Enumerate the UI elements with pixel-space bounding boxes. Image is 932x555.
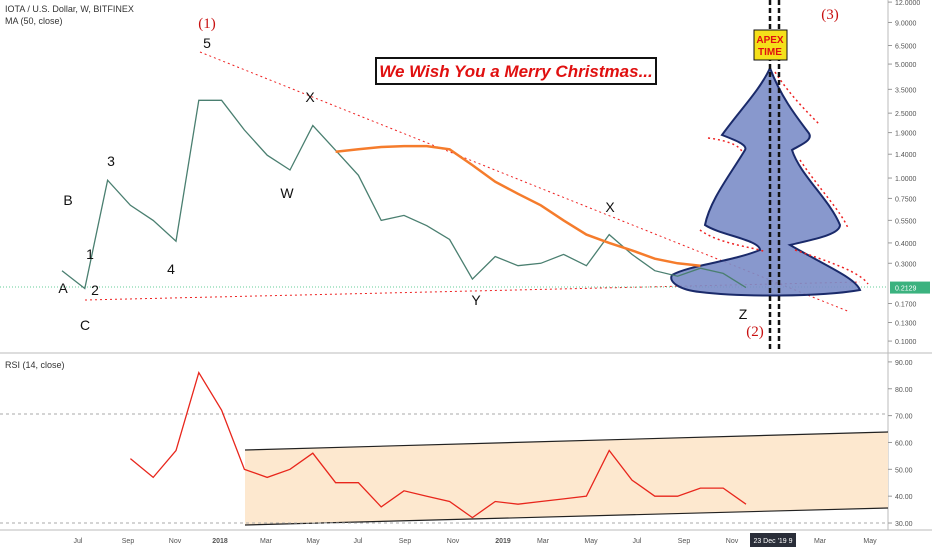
x-tick-label: Sep: [678, 538, 691, 545]
x-tick-label: 2019: [495, 538, 511, 545]
cursor-label: 23 Dec '19 9: [753, 538, 792, 545]
wave-label: W: [280, 185, 294, 201]
y-tick-label: 80.00: [895, 387, 913, 394]
x-tick-label: 2018: [212, 538, 228, 545]
greeting-box: [375, 57, 657, 85]
rsi-channel: [245, 432, 888, 525]
channel-top: [244, 431, 889, 451]
x-tick-label: Mar: [260, 538, 273, 545]
x-tick-label: Jul: [633, 538, 642, 545]
wave-label: (3): [821, 7, 839, 23]
wave-label: (2): [746, 324, 764, 340]
wave-label: 1: [86, 246, 94, 262]
y-tick-label: 0.4000: [895, 241, 917, 248]
y-tick-label: 60.00: [895, 440, 913, 447]
x-tick-label: Nov: [726, 538, 739, 545]
wave-label: Y: [471, 292, 481, 308]
apex-label: TIME: [758, 47, 782, 58]
channel-bottom: [244, 507, 889, 526]
x-tick-label: May: [863, 538, 877, 545]
y-tick-label: 0.1700: [895, 302, 917, 309]
y-tick-label: 30.00: [895, 521, 913, 528]
x-tick-label: Mar: [814, 538, 827, 545]
y-tick-label: 6.5000: [895, 44, 917, 51]
ma-legend: MA (50, close): [5, 16, 63, 26]
last-price-label: 0.2129: [895, 286, 917, 293]
x-tick-label: Mar: [537, 538, 550, 545]
plot: 12.0000 9.0000 6.5000 5.0000 3.5000 2.5000 1.9…: [58, 0, 930, 547]
x-tick-label: Nov: [447, 538, 460, 545]
y-tick-label: 1.0000: [895, 176, 917, 183]
x-tick-label: Sep: [122, 538, 135, 545]
y-tick-label: 3.5000: [895, 87, 917, 94]
x-tick-label: Jul: [354, 538, 363, 545]
y-tick-label: 40.00: [895, 494, 913, 501]
x-tick-label: Nov: [169, 538, 182, 545]
y-tick-label: 0.7500: [895, 196, 917, 203]
y-tick-label: 90.00: [895, 360, 913, 367]
y-tick-label: 0.3000: [895, 261, 917, 268]
x-tick-label: Sep: [399, 538, 412, 545]
y-tick-label: 70.00: [895, 414, 913, 421]
y-tick-label: 0.1000: [895, 339, 917, 346]
wave-label: X: [605, 199, 615, 215]
christmas-tree: [670, 65, 862, 297]
series-line: [335, 144, 701, 267]
cursor-box: [750, 533, 796, 547]
y-tick-label: 0.5500: [895, 218, 917, 225]
wave-label: 3: [107, 153, 115, 169]
wave-label: 5: [203, 35, 211, 51]
y-tick-label: 5.0000: [895, 62, 917, 69]
y-tick-label: 1.4000: [895, 152, 917, 159]
y-tick-label: 50.00: [895, 467, 913, 474]
wave-label: 4: [167, 261, 175, 277]
series-line: [61, 99, 747, 290]
x-tick-label: May: [306, 538, 320, 545]
greeting: We Wish You a Merry Christmas...: [379, 62, 653, 81]
wave-label: Z: [739, 306, 748, 322]
y-tick-label: 9.0000: [895, 20, 917, 27]
y-tick-label: 12.0000: [895, 0, 920, 7]
symbol-legend: IOTA / U.S. Dollar, W, BITFINEX: [5, 4, 134, 14]
wave-label: X: [305, 89, 315, 105]
apex-box: [753, 29, 788, 61]
apex-label: APEX: [756, 35, 784, 46]
wave-label: 2: [91, 282, 99, 298]
wave-label: B: [63, 192, 72, 208]
wave-label: A: [58, 280, 68, 296]
wave-label: C: [80, 317, 90, 333]
last-price-box: [890, 281, 930, 294]
rsi-legend: RSI (14, close): [5, 360, 65, 370]
x-tick-label: May: [584, 538, 598, 545]
trendline: [199, 51, 851, 313]
wave-label: (1): [198, 16, 216, 32]
series-line: [129, 371, 747, 519]
y-tick-label: 1.9000: [895, 131, 917, 138]
y-tick-label: 0.1300: [895, 320, 917, 327]
y-tick-label: 2.5000: [895, 111, 917, 118]
x-tick-label: Jul: [74, 538, 83, 545]
